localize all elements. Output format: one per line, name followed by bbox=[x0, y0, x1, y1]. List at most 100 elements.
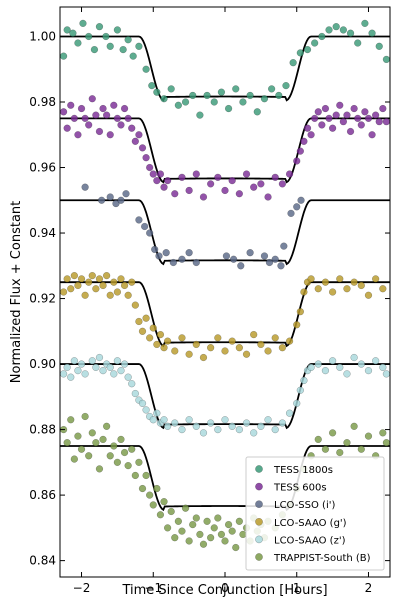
data-point bbox=[196, 111, 204, 119]
data-point bbox=[74, 281, 82, 290]
data-point bbox=[95, 465, 104, 473]
data-point bbox=[81, 370, 89, 378]
y-tick-label: 0.94 bbox=[29, 226, 56, 240]
data-point bbox=[300, 288, 308, 296]
data-point bbox=[67, 416, 75, 424]
data-point bbox=[328, 288, 337, 296]
data-point bbox=[167, 85, 175, 93]
data-point bbox=[135, 42, 143, 50]
data-point bbox=[307, 363, 315, 371]
data-point bbox=[106, 42, 114, 50]
data-point bbox=[361, 108, 369, 116]
data-point bbox=[160, 498, 168, 506]
data-point bbox=[149, 416, 157, 424]
data-point bbox=[350, 278, 358, 286]
data-point bbox=[95, 23, 104, 31]
data-point bbox=[63, 275, 71, 283]
data-point bbox=[264, 416, 272, 424]
data-point bbox=[250, 330, 258, 339]
data-point bbox=[142, 314, 150, 322]
y-tick-label: 0.96 bbox=[29, 161, 56, 175]
data-point bbox=[102, 111, 111, 119]
legend-label: TESS 600s bbox=[273, 483, 327, 494]
data-point bbox=[257, 340, 265, 349]
data-point bbox=[372, 111, 380, 119]
data-point bbox=[235, 190, 244, 198]
data-point bbox=[135, 458, 143, 466]
data-point bbox=[293, 321, 301, 329]
data-point bbox=[300, 376, 308, 385]
data-point bbox=[92, 285, 100, 293]
data-point bbox=[171, 347, 179, 355]
data-point bbox=[149, 324, 157, 332]
data-point bbox=[278, 344, 287, 352]
data-point bbox=[229, 255, 238, 263]
data-point bbox=[171, 190, 179, 198]
data-point bbox=[81, 114, 89, 123]
data-point bbox=[146, 163, 154, 172]
data-point bbox=[124, 114, 132, 123]
data-point bbox=[250, 183, 258, 191]
data-point bbox=[155, 252, 163, 260]
data-point bbox=[199, 540, 208, 548]
data-point bbox=[368, 131, 376, 139]
data-point bbox=[106, 131, 114, 139]
data-point bbox=[171, 534, 179, 542]
data-point bbox=[129, 52, 137, 60]
y-tick-label: 0.84 bbox=[29, 554, 56, 568]
data-point bbox=[153, 340, 161, 349]
data-point bbox=[156, 330, 165, 339]
data-point bbox=[303, 124, 312, 132]
data-point bbox=[250, 429, 258, 437]
data-point bbox=[382, 439, 391, 447]
data-point bbox=[382, 370, 391, 378]
data-point bbox=[303, 45, 312, 54]
data-point bbox=[122, 190, 130, 198]
data-point bbox=[97, 196, 106, 204]
data-point bbox=[169, 258, 178, 267]
data-points bbox=[59, 19, 391, 552]
data-point bbox=[163, 524, 172, 532]
data-point bbox=[372, 275, 380, 283]
data-point bbox=[271, 173, 279, 181]
data-point bbox=[192, 514, 200, 522]
data-point bbox=[264, 193, 272, 201]
data-point bbox=[185, 350, 193, 358]
data-point bbox=[138, 144, 147, 152]
data-point bbox=[192, 422, 200, 430]
data-point bbox=[339, 26, 348, 34]
model-line-0 bbox=[60, 35, 390, 102]
data-point bbox=[336, 363, 344, 371]
data-point bbox=[235, 517, 244, 525]
data-point bbox=[102, 271, 111, 280]
data-point bbox=[318, 32, 326, 41]
data-point bbox=[174, 101, 183, 109]
data-point bbox=[282, 81, 290, 90]
data-point bbox=[59, 52, 68, 60]
data-point bbox=[151, 245, 159, 254]
data-point bbox=[293, 157, 301, 165]
data-point bbox=[350, 104, 358, 113]
data-point bbox=[120, 360, 129, 368]
data-point bbox=[242, 350, 251, 358]
data-point bbox=[142, 65, 150, 73]
legend-marker bbox=[255, 482, 263, 491]
data-point bbox=[120, 104, 129, 113]
data-point bbox=[357, 360, 365, 368]
data-point bbox=[70, 114, 78, 123]
data-point bbox=[210, 98, 218, 106]
data-point bbox=[332, 23, 340, 31]
data-point bbox=[113, 26, 122, 34]
data-point bbox=[135, 131, 143, 139]
data-point bbox=[124, 461, 132, 470]
data-point bbox=[120, 448, 129, 457]
model-line-4 bbox=[60, 363, 390, 430]
data-point bbox=[372, 357, 380, 365]
data-point bbox=[379, 429, 387, 437]
data-point bbox=[142, 406, 150, 414]
data-point bbox=[92, 439, 100, 447]
x-tick-label: 2 bbox=[365, 581, 373, 595]
data-point bbox=[69, 29, 77, 37]
data-point bbox=[79, 19, 87, 28]
data-point bbox=[314, 285, 322, 293]
